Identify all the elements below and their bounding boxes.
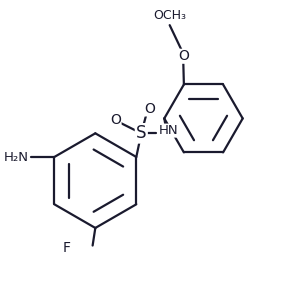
Text: HN: HN	[159, 124, 178, 137]
Text: O: O	[110, 113, 121, 127]
Text: F: F	[63, 241, 71, 255]
Text: O: O	[144, 102, 155, 116]
Text: O: O	[178, 49, 189, 63]
Text: S: S	[136, 124, 146, 142]
Text: H₂N: H₂N	[4, 151, 29, 164]
Text: OCH₃: OCH₃	[153, 10, 186, 22]
